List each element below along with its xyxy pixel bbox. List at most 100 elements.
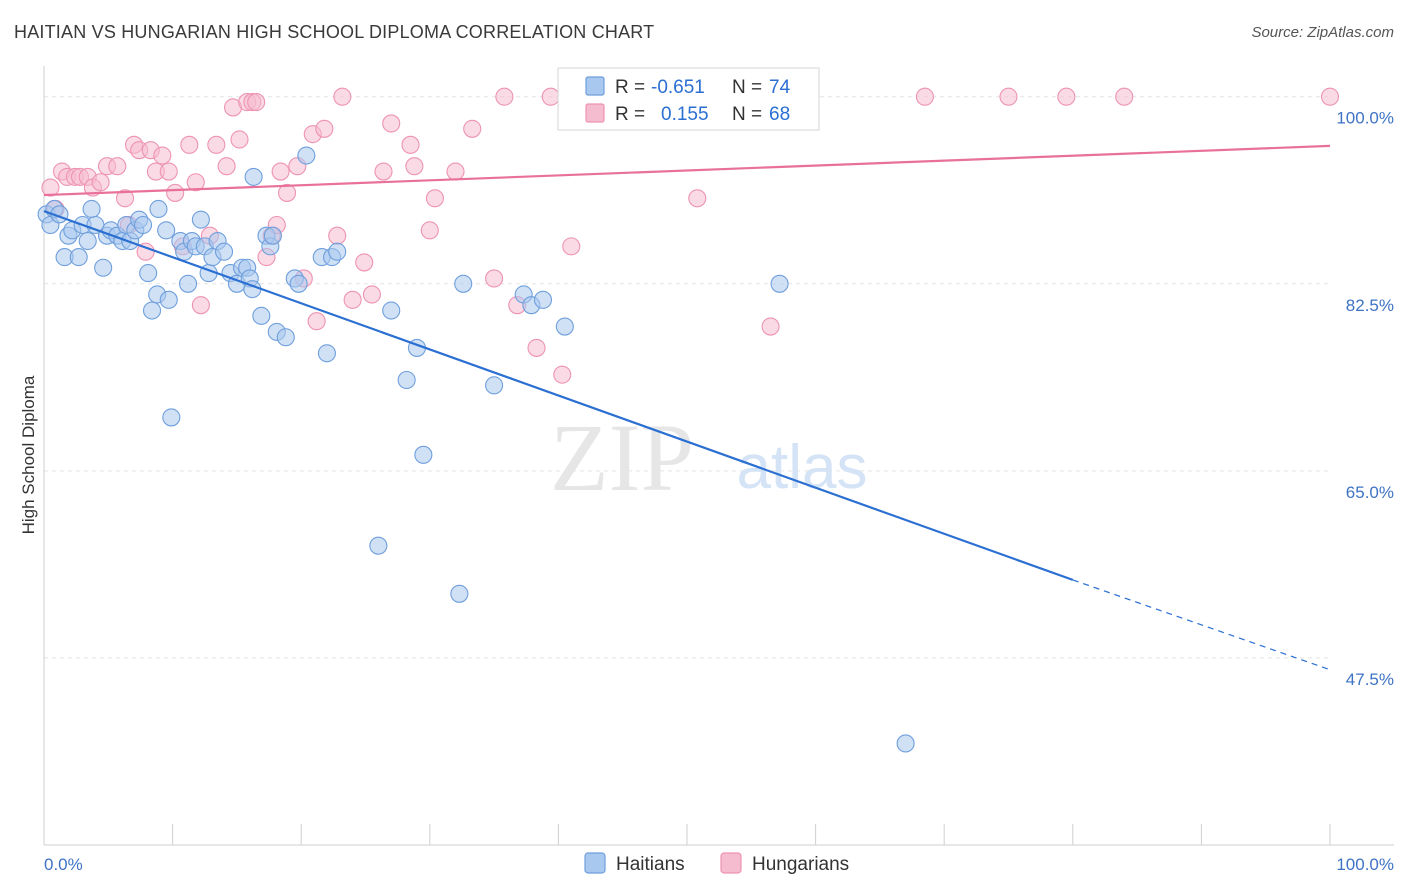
haitians-point-65 <box>450 584 469 603</box>
haitians-point-70 <box>533 290 553 309</box>
haitians-point-72 <box>770 274 789 293</box>
hungarians-point-63 <box>688 189 707 208</box>
hungarians-point-19 <box>159 162 178 181</box>
hungarians-point-45 <box>343 290 362 309</box>
x-tick-label-1: 100.0% <box>1336 855 1394 874</box>
hungarians-point-60 <box>541 87 560 106</box>
hungarians-points <box>41 87 1340 384</box>
series-legend: Haitians Hungarians <box>584 852 849 875</box>
hungarians-point-26 <box>207 135 226 154</box>
haitians-point-64 <box>414 445 433 464</box>
stats-r-value-haitians: -0.651 <box>651 77 705 98</box>
hungarians-point-36 <box>271 162 290 181</box>
stats-n-label-hungarians: N = <box>732 104 762 125</box>
haitians-point-54 <box>289 274 308 293</box>
legend-swatch-hungarians <box>720 852 742 874</box>
chart-title: HAITIAN VS HUNGARIAN HIGH SCHOOL DIPLOMA… <box>14 22 655 42</box>
hungarians-point-47 <box>362 285 381 304</box>
y-axis-label: High School Diploma <box>19 375 38 534</box>
haitians-point-7 <box>69 248 88 267</box>
hungarians-point-68 <box>1115 87 1134 106</box>
haitians-point-39 <box>214 242 234 261</box>
stats-r-label-haitians: R = <box>615 77 645 98</box>
hungarians-point-41 <box>307 312 326 331</box>
haitians-point-67 <box>485 376 504 395</box>
hungarians-point-11 <box>115 189 135 208</box>
stats-legend-swatch-haitians <box>585 76 605 96</box>
hungarians-point-51 <box>405 157 424 176</box>
watermark-zip: ZIP <box>550 404 694 511</box>
hungarians-point-54 <box>446 162 465 181</box>
hungarians-trend-line <box>43 144 1331 197</box>
stats-r-label-hungarians: R = <box>615 104 645 125</box>
hungarians-point-59 <box>527 338 546 357</box>
x-tick-labels: 0.0% 100.0% <box>44 855 1394 874</box>
hungarians-point-57 <box>495 87 514 106</box>
haitians-point-52 <box>276 328 295 347</box>
stats-legend: R = -0.651 N = 74 R = 0.155 N = 68 <box>557 67 820 131</box>
hungarians-point-20 <box>166 183 185 202</box>
hungarians-point-50 <box>401 135 420 154</box>
hungarians-point-10 <box>108 157 127 176</box>
haitians-point-10 <box>82 199 101 219</box>
haitians-point-28 <box>162 408 181 427</box>
haitians-point-26 <box>157 221 176 240</box>
hungarians-point-46 <box>355 253 374 272</box>
hungarians-point-22 <box>180 135 199 154</box>
hungarians-point-8 <box>91 173 110 192</box>
stats-n-value-haitians: 74 <box>769 77 791 98</box>
y-tick-label-0: 100.0% <box>1336 109 1394 128</box>
haitians-point-27 <box>159 290 178 309</box>
hungarians-point-23 <box>186 173 205 192</box>
hungarians-point-0 <box>41 178 60 197</box>
hungarians-point-24 <box>191 296 210 315</box>
trend-lines <box>43 144 1331 671</box>
haitians-point-12 <box>94 258 113 277</box>
y-tick-labels: 100.0% 82.5% 65.0% 47.5% <box>1336 109 1394 689</box>
hungarians-point-55 <box>463 119 482 138</box>
hungarians-point-53 <box>425 189 444 208</box>
hungarians-point-66 <box>999 87 1018 106</box>
haitians-point-46 <box>244 167 263 186</box>
haitians-trend-line <box>43 210 1074 581</box>
hungarians-point-67 <box>1057 87 1076 106</box>
hungarians-point-62 <box>562 237 581 256</box>
y-tick-label-3: 47.5% <box>1346 670 1394 689</box>
haitians-point-59 <box>328 242 347 261</box>
hungarians-point-56 <box>485 269 504 288</box>
stats-r-value-hungarians: 0.155 <box>661 104 709 125</box>
hungarians-point-29 <box>230 130 249 149</box>
legend-swatch-haitians <box>584 852 606 874</box>
axes <box>43 66 1394 846</box>
legend-label-hungarians: Hungarians <box>752 854 849 875</box>
stats-legend-swatch-hungarians <box>585 103 605 123</box>
haitians-point-62 <box>397 370 416 390</box>
haitians-point-25 <box>149 199 168 219</box>
hungarians-point-27 <box>217 157 236 176</box>
haitians-point-55 <box>297 146 316 165</box>
haitians-trend-extension <box>1072 579 1331 671</box>
hungarians-point-43 <box>328 226 347 245</box>
haitians-point-60 <box>369 536 388 555</box>
hungarians-point-61 <box>553 365 572 384</box>
haitians-point-61 <box>382 301 401 320</box>
haitians-points <box>37 146 915 753</box>
haitians-point-34 <box>191 210 210 229</box>
hungarians-point-37 <box>278 183 297 202</box>
haitians-point-66 <box>454 274 473 293</box>
stats-n-label-haitians: N = <box>732 77 762 98</box>
hungarians-point-52 <box>420 221 439 240</box>
haitians-point-57 <box>317 344 336 363</box>
x-tick-label-0: 0.0% <box>44 855 83 874</box>
hungarians-point-44 <box>333 87 352 106</box>
hungarians-point-18 <box>153 146 172 165</box>
hungarians-point-32 <box>247 93 266 112</box>
haitians-point-22 <box>139 264 158 283</box>
hungarians-point-49 <box>382 114 401 133</box>
haitians-point-50 <box>263 226 282 245</box>
watermark: ZIP atlas <box>550 404 867 511</box>
hungarians-point-48 <box>374 162 393 181</box>
hungarians-point-69 <box>1320 87 1340 106</box>
haitians-point-21 <box>133 215 153 235</box>
